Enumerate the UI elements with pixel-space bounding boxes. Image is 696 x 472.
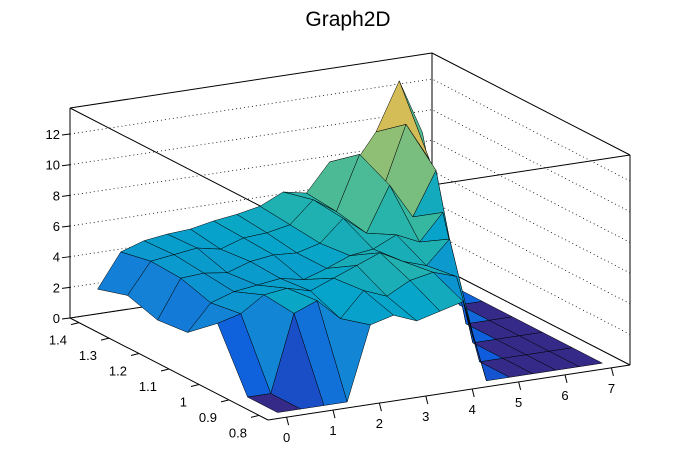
x-tick-label: 5 bbox=[515, 395, 522, 410]
x-tick bbox=[425, 395, 429, 405]
x-tick bbox=[378, 402, 382, 412]
axis-box bbox=[431, 52, 631, 156]
y-tick bbox=[250, 414, 260, 418]
z-tick-label: 8 bbox=[53, 188, 60, 203]
z-tick bbox=[61, 286, 71, 289]
y-tick-label: 0.9 bbox=[199, 410, 217, 425]
x-tick bbox=[564, 374, 568, 383]
x-tick-label: 6 bbox=[561, 388, 568, 403]
y-tick bbox=[190, 383, 200, 387]
y-tick-label: 1.1 bbox=[139, 379, 157, 394]
y-tick-label: 1.2 bbox=[109, 364, 127, 379]
x-tick bbox=[518, 381, 522, 391]
z-tick-label: 0 bbox=[53, 311, 60, 326]
surface-cell bbox=[246, 393, 302, 413]
y-tick bbox=[160, 368, 170, 372]
x-tick bbox=[332, 410, 336, 419]
y-tick-label: 0.8 bbox=[229, 425, 247, 440]
z-tick bbox=[61, 225, 71, 228]
x-tick-label: 4 bbox=[469, 402, 476, 417]
axis-box bbox=[69, 52, 433, 109]
y-tick bbox=[70, 322, 80, 326]
x-tick-label: 2 bbox=[376, 416, 383, 431]
z-tick-label: 2 bbox=[53, 280, 60, 295]
x-tick-label: 0 bbox=[283, 430, 290, 445]
y-tick bbox=[220, 399, 230, 403]
z-tick bbox=[61, 256, 71, 259]
x-tick-label: 7 bbox=[608, 381, 615, 396]
x-tick bbox=[286, 417, 290, 426]
x-tick-label: 3 bbox=[422, 409, 429, 424]
z-tick-label: 10 bbox=[46, 158, 60, 173]
x-tick-label: 1 bbox=[329, 423, 336, 438]
y-tick bbox=[130, 353, 140, 357]
axis-box bbox=[69, 107, 269, 211]
z-tick-label: 12 bbox=[46, 127, 60, 142]
x-tick bbox=[471, 388, 475, 398]
z-tick-label: 6 bbox=[53, 219, 60, 234]
z-tick bbox=[61, 133, 71, 136]
y-tick-label: 1 bbox=[180, 394, 187, 409]
z-tick-label: 4 bbox=[53, 250, 60, 265]
y-tick bbox=[100, 337, 110, 341]
x-axis bbox=[267, 364, 631, 421]
y-tick-label: 1.3 bbox=[79, 348, 97, 363]
y-tick-label: 1.4 bbox=[49, 333, 67, 348]
z-tick bbox=[61, 164, 71, 167]
z-tick bbox=[61, 317, 71, 320]
x-tick bbox=[610, 367, 614, 376]
axis-box bbox=[431, 262, 631, 366]
chart-title: Graph2D bbox=[305, 8, 390, 31]
z-tick bbox=[61, 194, 71, 197]
